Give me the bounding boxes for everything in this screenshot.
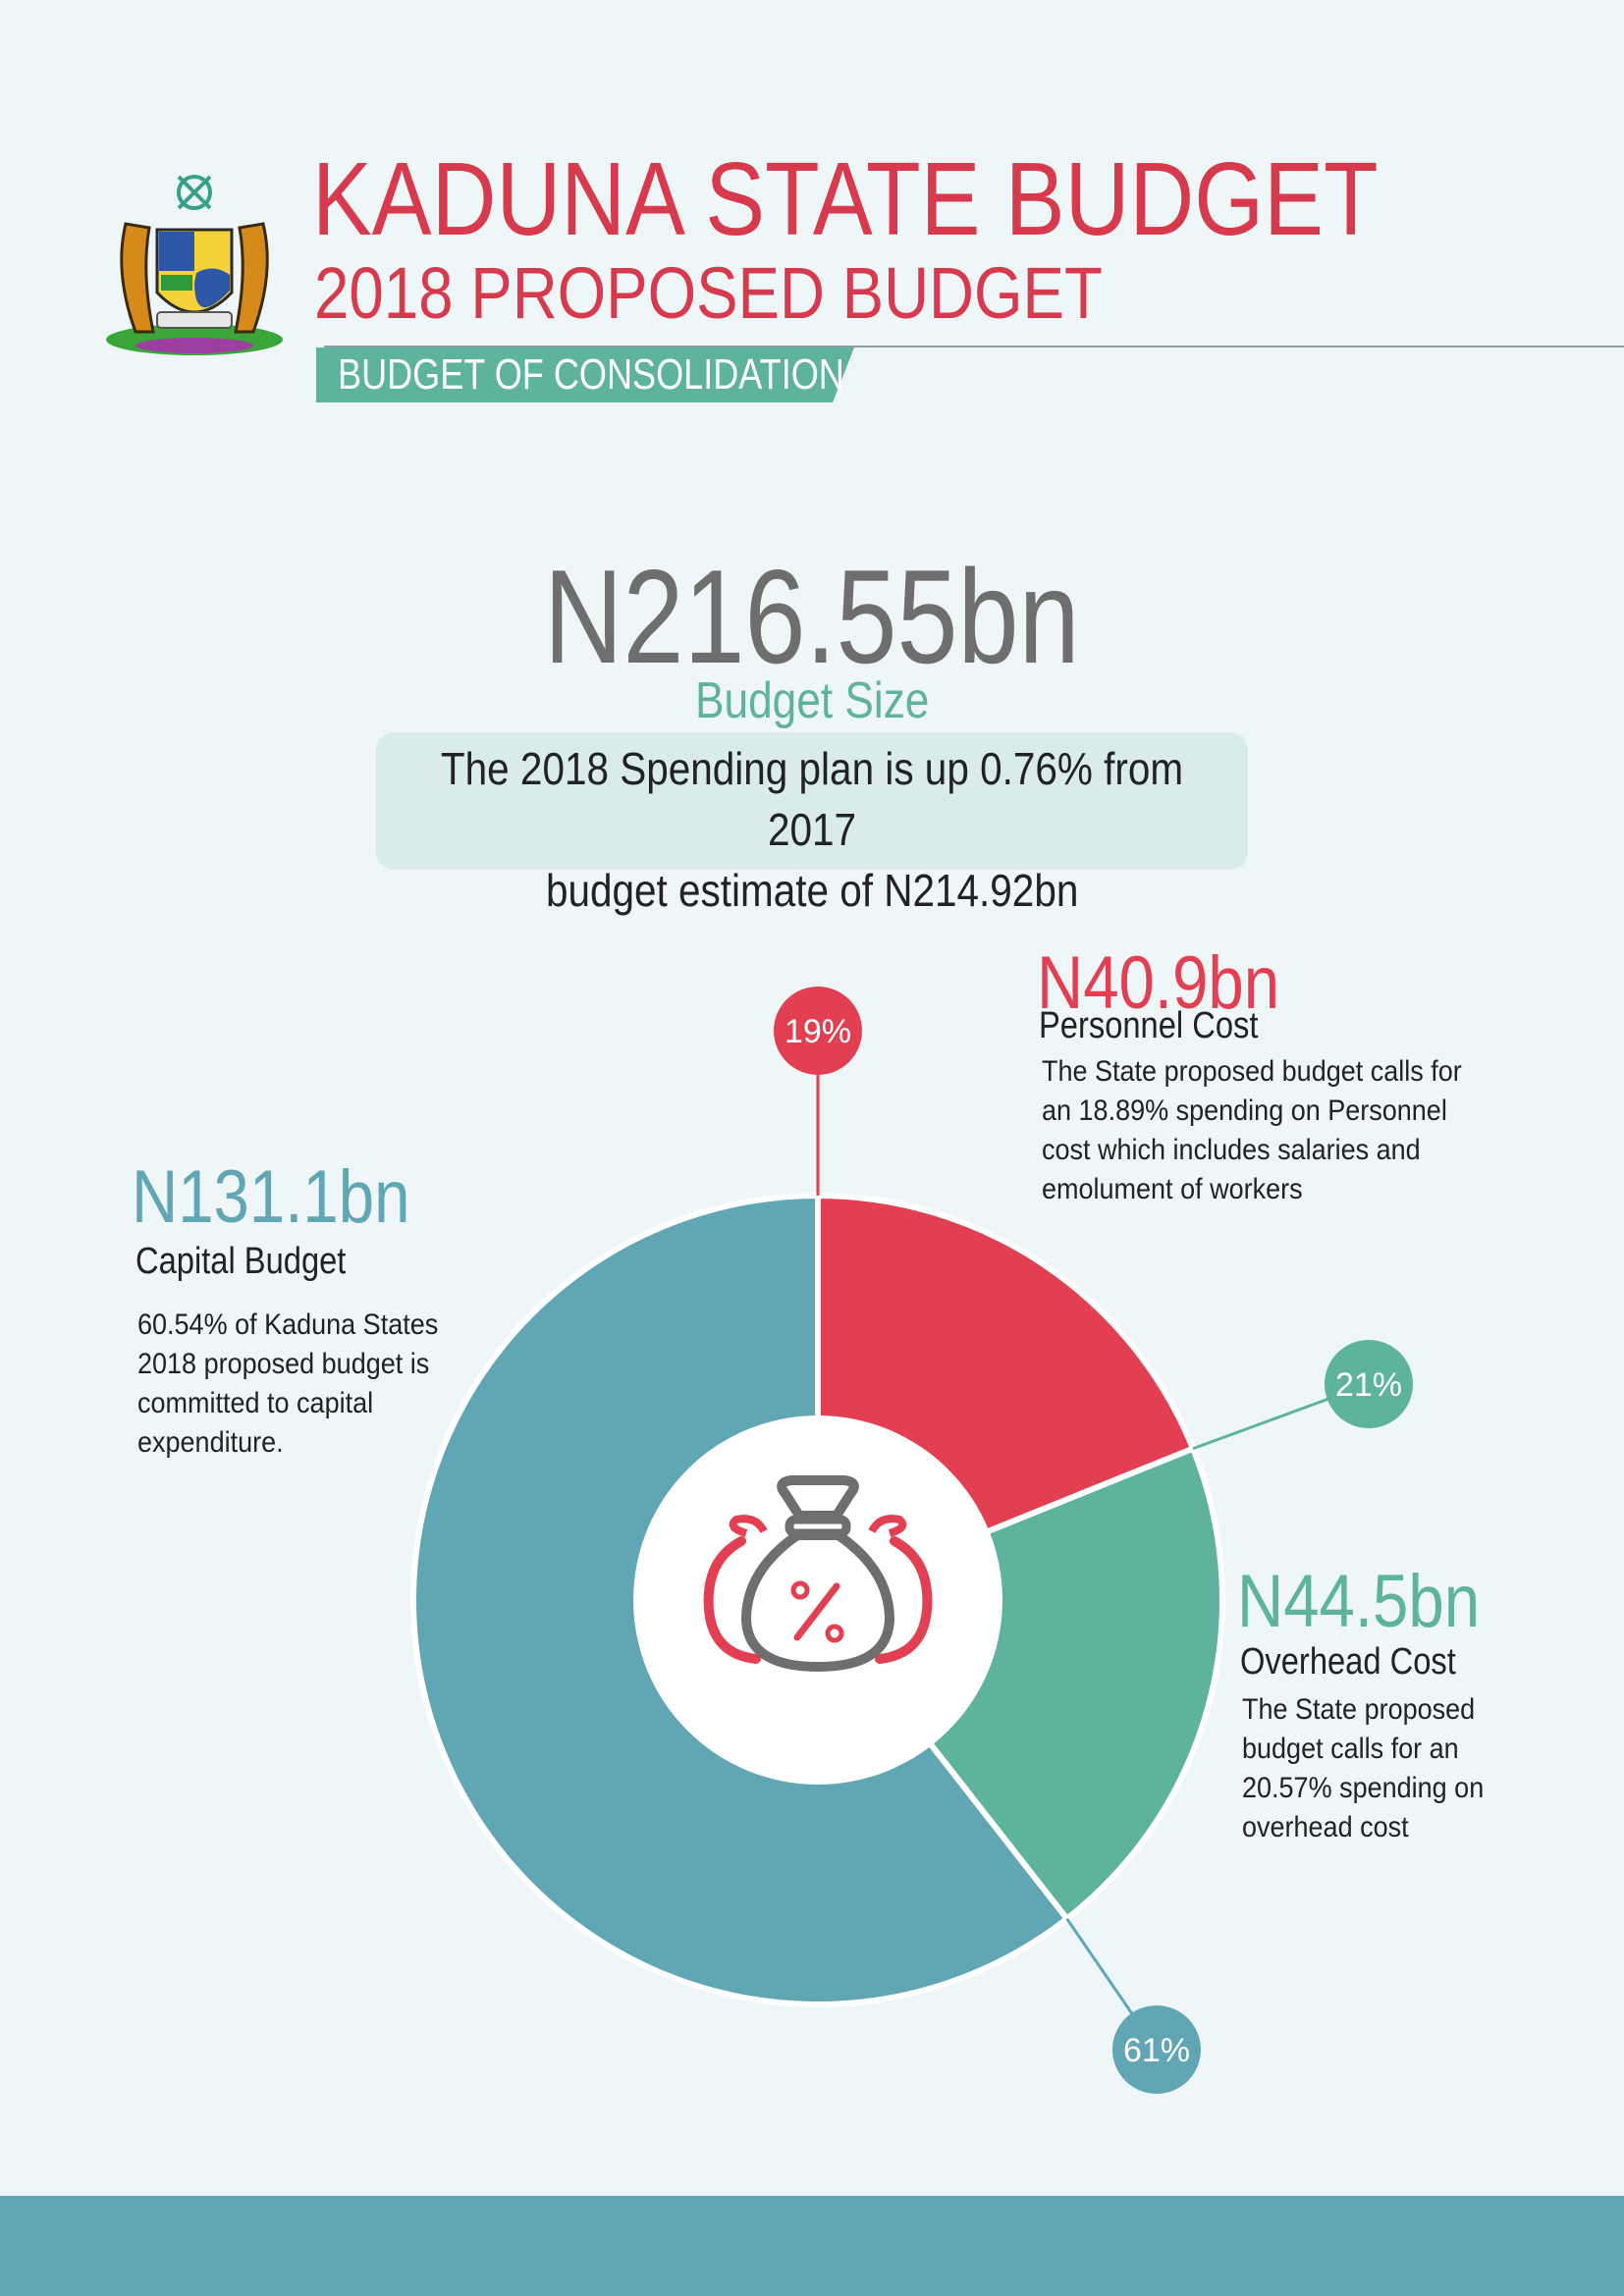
donut-hole — [633, 1415, 1002, 1785]
overhead-percent-label: 21% — [1335, 1366, 1402, 1404]
capital-percent-label: 61% — [1123, 2032, 1190, 2069]
overhead-amount: N44.5bn — [1237, 1560, 1481, 1643]
header-divider — [324, 346, 1624, 347]
personnel-description: The State proposed budget calls for an 1… — [1042, 1052, 1537, 1209]
capital-percent-bubble — [1112, 2005, 1201, 2094]
overhead-desc-line: The State proposed — [1242, 1693, 1476, 1726]
ribbon-label: BUDGET OF CONSOLIDATION — [338, 350, 844, 399]
personnel-desc-line: emolument of workers — [1042, 1173, 1303, 1205]
overhead-category: Overhead Cost — [1240, 1641, 1456, 1682]
overhead-desc-line: 20.57% spending on — [1242, 1772, 1485, 1804]
footer-band — [0, 2196, 1624, 2296]
capital-description: 60.54% of Kaduna States 2018 proposed bu… — [137, 1306, 473, 1463]
budget-size-label: Budget Size — [694, 672, 930, 729]
money-bags-percent-icon — [703, 1475, 933, 1672]
capital-desc-line: 60.54% of Kaduna States — [137, 1308, 439, 1341]
personnel-desc-line: an 18.89% spending on Personnel — [1042, 1095, 1447, 1127]
personnel-desc-line: cost which includes salaries and — [1042, 1134, 1421, 1166]
overhead-percent-bubble — [1325, 1340, 1413, 1428]
personnel-percent-label: 19% — [785, 1013, 851, 1050]
capital-desc-line: 2018 proposed budget is — [137, 1348, 430, 1380]
main-title: KADUNA STATE BUDGET — [312, 141, 1379, 257]
subtitle: 2018 PROPOSED BUDGET — [314, 252, 1103, 334]
overhead-description: The State proposed budget calls for an 2… — [1242, 1690, 1560, 1847]
capital-category: Capital Budget — [135, 1241, 347, 1282]
ribbon-banner — [316, 347, 854, 402]
capital-desc-line: committed to capital — [137, 1387, 374, 1419]
personnel-percent-bubble — [774, 987, 862, 1075]
capital-amount: N131.1bn — [132, 1155, 410, 1239]
capital-desc-line: expenditure. — [137, 1426, 284, 1459]
note-text: The 2018 Spending plan is up 0.76% from … — [376, 738, 1248, 921]
note-box — [376, 732, 1248, 870]
budget-size-amount: N216.55bn — [544, 542, 1080, 691]
overhead-desc-line: overhead cost — [1242, 1811, 1409, 1843]
note-line-2: budget estimate of N214.92bn — [545, 865, 1079, 916]
personnel-amount: N40.9bn — [1037, 941, 1280, 1025]
budget-donut-chart: 19% 21% 61% — [410, 987, 1413, 2094]
personnel-category: Personnel Cost — [1039, 1005, 1259, 1046]
personnel-desc-line: The State proposed budget calls for — [1042, 1055, 1462, 1088]
overhead-desc-line: budget calls for an — [1242, 1733, 1459, 1765]
note-line-1: The 2018 Spending plan is up 0.76% from … — [440, 743, 1184, 855]
kaduna-coat-of-arms-logo — [106, 175, 283, 355]
